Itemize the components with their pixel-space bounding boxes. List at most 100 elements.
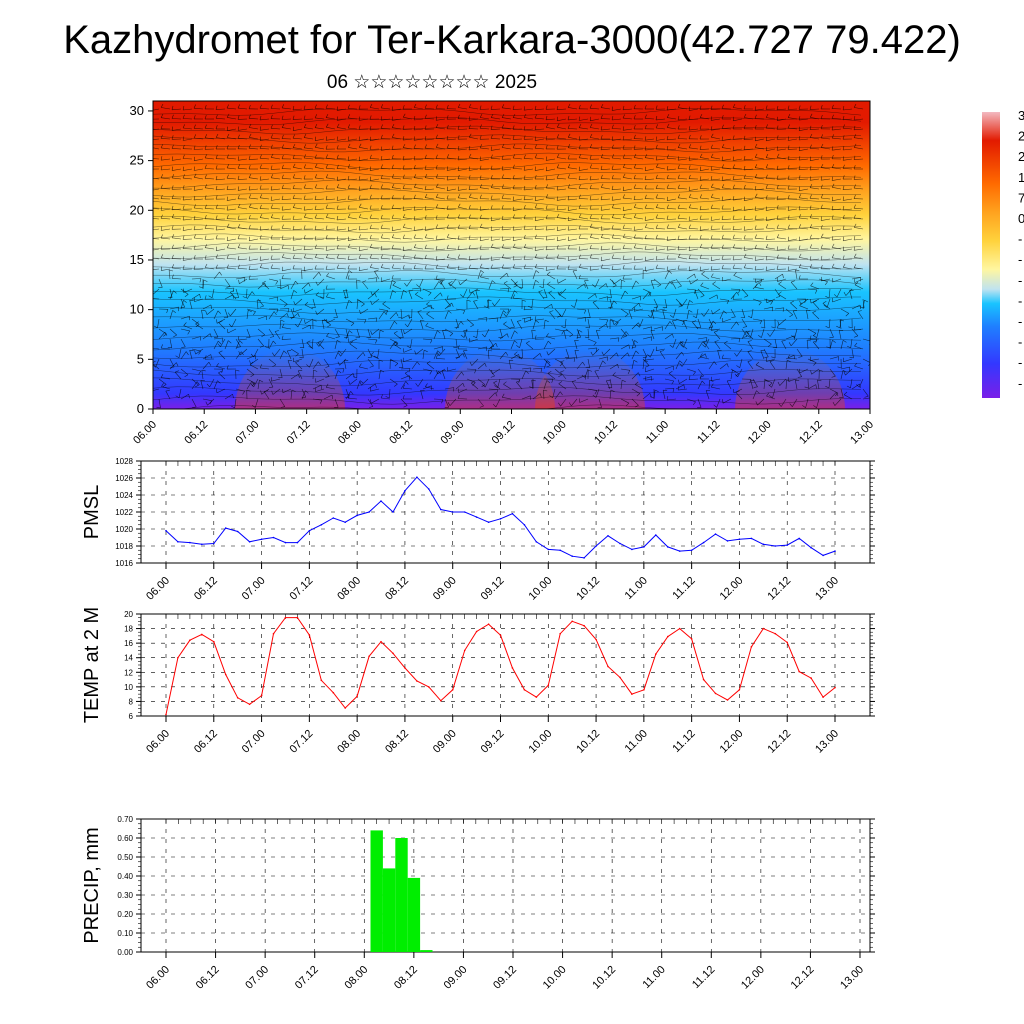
wind-barb-flag bbox=[798, 245, 801, 250]
wind-barb bbox=[645, 268, 655, 271]
pmsl-point bbox=[750, 537, 753, 540]
wind-barb bbox=[631, 388, 640, 394]
wind-barb-flag bbox=[435, 256, 438, 261]
wind-barb-flag bbox=[248, 155, 251, 160]
wind-barb-flag bbox=[359, 309, 361, 314]
wind-barb-flag bbox=[842, 185, 845, 190]
wind-barb-flag bbox=[735, 390, 740, 393]
wind-barb-flag bbox=[303, 206, 306, 211]
wind-barb-flag bbox=[854, 281, 859, 286]
wind-barb-flag bbox=[270, 114, 273, 119]
wind-barb bbox=[576, 328, 581, 338]
wind-barb bbox=[367, 398, 374, 407]
wind-barb bbox=[821, 197, 831, 200]
wind-barb bbox=[227, 128, 237, 131]
wind-barb-flag bbox=[567, 236, 569, 241]
wind-barb bbox=[644, 248, 655, 250]
wind-barb bbox=[853, 218, 864, 220]
wind-barb bbox=[712, 283, 721, 290]
wind-barb bbox=[326, 248, 336, 251]
temp-point bbox=[272, 632, 275, 635]
wind-barb-flag bbox=[776, 234, 780, 238]
wind-barb-flag bbox=[380, 245, 383, 250]
wind-barb-flag bbox=[831, 134, 834, 139]
wind-barb-flag bbox=[688, 204, 692, 208]
wind-barb-flag bbox=[337, 370, 342, 374]
wind-barb-flag bbox=[215, 165, 218, 170]
temp-point bbox=[750, 646, 753, 648]
wind-barb bbox=[381, 267, 391, 270]
wind-barb bbox=[326, 318, 336, 324]
wind-barb bbox=[337, 187, 347, 190]
wind-barb-flag bbox=[655, 214, 658, 219]
wind-barb-flag bbox=[798, 263, 802, 268]
wind-barb-flag bbox=[589, 155, 592, 160]
wind-barb bbox=[678, 197, 688, 200]
wind-barb bbox=[806, 310, 809, 320]
wind-barb-flag bbox=[479, 405, 484, 408]
wind-barb-flag bbox=[578, 116, 581, 121]
wind-barb bbox=[503, 383, 512, 390]
wind-barb bbox=[752, 318, 762, 321]
wind-barb bbox=[501, 187, 512, 190]
wind-barb bbox=[422, 304, 432, 310]
wind-barb bbox=[600, 267, 611, 270]
wind-barb bbox=[721, 218, 732, 220]
wind-barb-flag bbox=[292, 184, 295, 189]
wind-barb bbox=[772, 388, 776, 398]
wind-barb-flag bbox=[150, 187, 151, 191]
wind-barb bbox=[667, 127, 677, 130]
wind-barb bbox=[240, 348, 248, 356]
wind-barb bbox=[457, 217, 468, 220]
wind-barb bbox=[681, 298, 688, 307]
wind-barb-flag bbox=[798, 156, 801, 161]
wind-barb-flag bbox=[458, 281, 461, 286]
wind-barb-flag bbox=[809, 113, 813, 118]
wind-barb bbox=[235, 277, 245, 280]
wind-barb-flag bbox=[545, 266, 548, 271]
wind-barb-flag bbox=[853, 155, 856, 160]
wind-barb-flag bbox=[560, 370, 565, 373]
wind-barb bbox=[425, 208, 435, 211]
wind-barb-flag bbox=[314, 214, 317, 219]
wind-barb-flag bbox=[602, 360, 606, 364]
wind-barb-flag bbox=[281, 134, 284, 139]
wind-barb-flag bbox=[836, 325, 841, 329]
wind-barb-flag bbox=[338, 350, 342, 354]
wind-barb bbox=[631, 296, 641, 300]
wind-barb bbox=[153, 268, 160, 270]
wind-barb bbox=[215, 108, 226, 110]
wind-barb-flag bbox=[589, 266, 592, 271]
wind-barb-flag bbox=[424, 185, 427, 190]
wind-barb bbox=[201, 310, 204, 320]
pmsl-point bbox=[165, 529, 167, 532]
wind-barb-flag bbox=[303, 144, 307, 148]
wind-barb bbox=[372, 288, 380, 296]
wind-barb-flag bbox=[370, 330, 373, 335]
wind-barb-flag bbox=[413, 206, 416, 211]
wind-barb-flag bbox=[688, 266, 691, 271]
wind-barb-flag bbox=[589, 175, 592, 180]
wind-barb-flag bbox=[732, 135, 735, 140]
wind-barb bbox=[505, 308, 512, 317]
wind-barb-flag bbox=[293, 290, 298, 294]
wind-barb bbox=[612, 237, 622, 240]
pmsl-point bbox=[678, 550, 681, 552]
wind-barb bbox=[400, 368, 411, 370]
wind-barb bbox=[477, 398, 484, 407]
wind-barb bbox=[568, 177, 578, 180]
wind-barb bbox=[161, 107, 171, 110]
wind-barb bbox=[248, 158, 259, 160]
wind-barb bbox=[699, 108, 710, 110]
wind-barb-flag bbox=[226, 236, 228, 241]
wind-barb bbox=[161, 168, 171, 171]
wind-barb-flag bbox=[380, 263, 384, 268]
heatmap-xtick-label: 07.12 bbox=[285, 419, 313, 447]
wind-barb bbox=[168, 269, 171, 280]
wind-barb-flag bbox=[699, 353, 703, 358]
wind-barb bbox=[645, 378, 655, 381]
wind-barb bbox=[369, 217, 380, 220]
wind-barb-flag bbox=[721, 124, 724, 129]
wind-barb bbox=[832, 187, 842, 190]
wind-barb bbox=[513, 117, 523, 120]
